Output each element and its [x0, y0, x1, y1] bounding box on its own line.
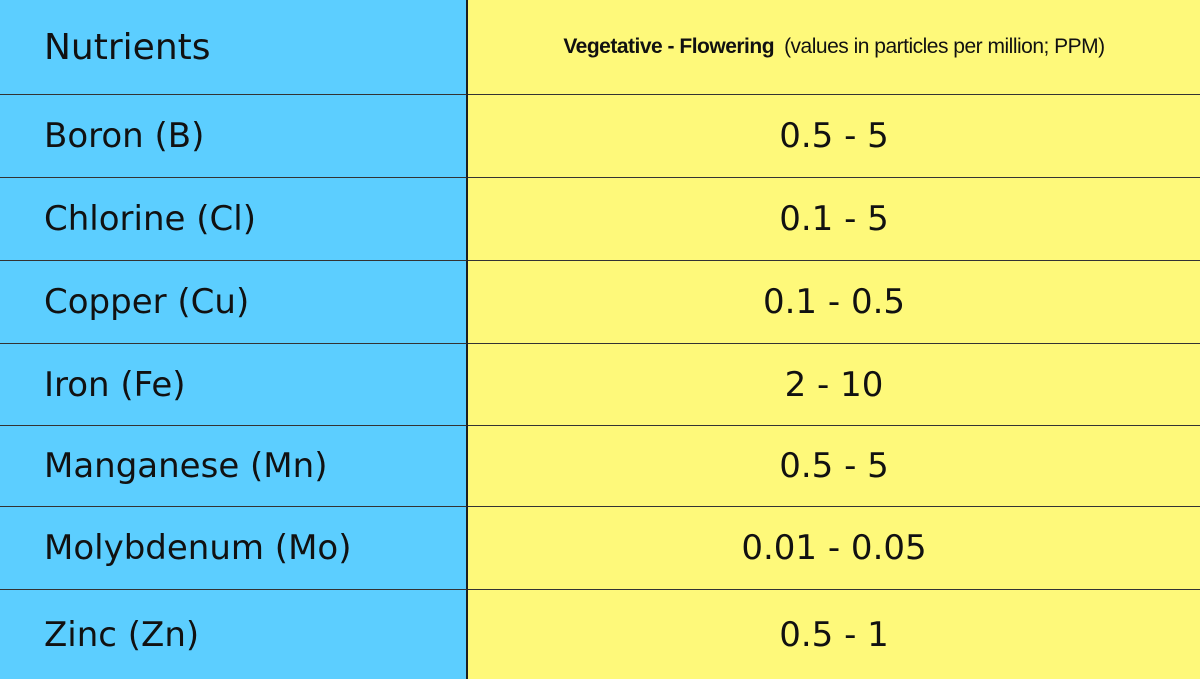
nutrient-name: Zinc (Zn)	[44, 614, 200, 655]
nutrient-name-cell: Molybdenum (Mo)	[0, 507, 468, 590]
header-units-note: (values in particles per million; PPM)	[784, 35, 1105, 58]
nutrient-name-cell: Zinc (Zn)	[0, 590, 468, 679]
nutrient-range: 0.5 - 5	[779, 116, 889, 156]
nutrient-range: 0.5 - 5	[779, 446, 889, 486]
nutrient-name-cell: Boron (B)	[0, 95, 468, 178]
nutrient-name: Iron (Fe)	[44, 364, 186, 405]
nutrient-name-cell: Chlorine (Cl)	[0, 178, 468, 261]
nutrient-name-cell: Manganese (Mn)	[0, 426, 468, 507]
nutrient-range: 0.5 - 1	[779, 614, 889, 655]
header-nutrients-label: Nutrients	[44, 26, 211, 68]
nutrient-range-cell: 0.5 - 1	[468, 590, 1200, 679]
header-nutrients-cell: Nutrients	[0, 0, 468, 95]
nutrient-range: 0.1 - 0.5	[762, 282, 906, 322]
nutrient-range: 0.1 - 5	[779, 199, 889, 239]
nutrient-name: Chlorine (Cl)	[44, 199, 256, 239]
nutrient-range-cell: 2 - 10	[468, 344, 1200, 426]
nutrient-range-cell: 0.5 - 5	[468, 95, 1200, 178]
nutrient-range-cell: 0.1 - 5	[468, 178, 1200, 261]
nutrient-name-cell: Iron (Fe)	[0, 344, 468, 426]
nutrient-range: 2 - 10	[784, 364, 884, 405]
nutrient-range-cell: 0.01 - 0.05	[468, 507, 1200, 590]
nutrient-name: Copper (Cu)	[44, 282, 250, 322]
nutrient-range-cell: 0.5 - 5	[468, 426, 1200, 507]
nutrient-name: Molybdenum (Mo)	[44, 528, 352, 568]
nutrient-name-cell: Copper (Cu)	[0, 261, 468, 344]
nutrient-range: 0.01 - 0.05	[741, 528, 927, 568]
nutrient-name: Boron (B)	[44, 116, 205, 156]
nutrient-name: Manganese (Mn)	[44, 446, 328, 486]
header-range-label: Vegetative - Flowering	[563, 35, 775, 58]
nutrient-range-cell: 0.1 - 0.5	[468, 261, 1200, 344]
header-range-cell: Vegetative - Flowering (values in partic…	[468, 0, 1200, 95]
